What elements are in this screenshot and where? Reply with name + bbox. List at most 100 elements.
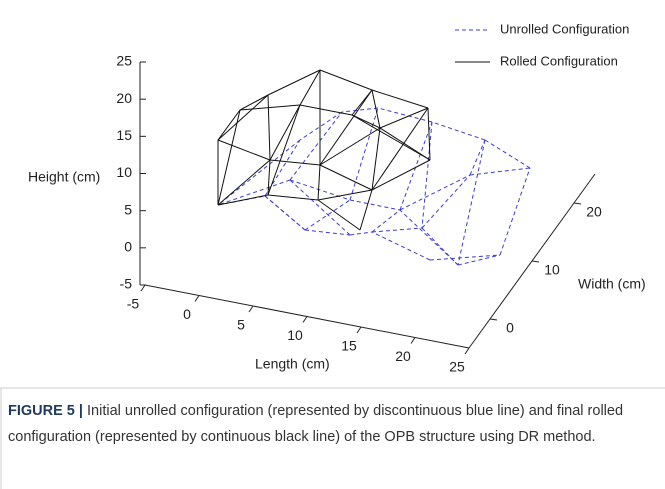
unrolled-member xyxy=(289,111,343,181)
rolled-member xyxy=(317,164,321,201)
x-tick xyxy=(194,295,200,302)
rolled-member xyxy=(371,89,381,129)
z-tick-label: 15 xyxy=(116,127,132,143)
y-tick-label: 20 xyxy=(586,204,602,220)
y-tick-label: 10 xyxy=(544,262,560,278)
unrolled-member xyxy=(469,167,531,176)
rolled-member xyxy=(217,139,271,161)
unrolled-member xyxy=(429,254,501,261)
unrolled-member xyxy=(371,209,401,233)
rolled-member xyxy=(239,104,301,111)
rolled-member xyxy=(319,164,373,191)
x-tick-label: -5 xyxy=(127,296,140,312)
rolled-member xyxy=(217,109,241,206)
unrolled-member xyxy=(469,139,486,176)
z-tick-label: 10 xyxy=(116,164,132,180)
unrolled-member xyxy=(349,199,401,211)
unrolled-member xyxy=(289,179,351,201)
z-axis-label: Height (cm) xyxy=(28,169,100,185)
x-tick-label: 15 xyxy=(341,338,357,354)
x-tick xyxy=(248,305,254,313)
rolled-member xyxy=(217,94,269,141)
unrolled-member xyxy=(304,229,351,236)
rolled-member xyxy=(217,109,241,141)
unrolled-wireframe xyxy=(217,107,531,266)
z-tick-label: -5 xyxy=(120,276,133,292)
x-tick-label: 5 xyxy=(237,317,245,333)
unrolled-member xyxy=(457,139,486,266)
rolled-member xyxy=(299,104,353,116)
x-tick xyxy=(410,337,416,344)
unrolled-member xyxy=(217,179,291,206)
rolled-member xyxy=(371,89,429,109)
y-tick xyxy=(489,318,498,321)
rolled-member xyxy=(371,127,381,191)
legend-label: Rolled Configuration xyxy=(500,53,618,68)
rolled-member xyxy=(217,159,271,206)
unrolled-member xyxy=(499,167,531,256)
unrolled-member xyxy=(289,179,351,236)
unrolled-member xyxy=(399,121,433,211)
x-tick xyxy=(140,284,146,292)
z-tick-label: 25 xyxy=(116,53,132,69)
rolled-member xyxy=(269,104,301,161)
rolled-member xyxy=(371,107,429,191)
z-tick-label: 0 xyxy=(124,239,132,255)
rolled-member xyxy=(427,107,431,161)
rolled-wireframe xyxy=(217,69,431,231)
caption: FIGURE 5 | Initial unrolled configuratio… xyxy=(8,398,658,450)
rolled-member xyxy=(351,114,431,161)
caption-text: Initial unrolled configuration (represen… xyxy=(8,403,624,445)
caption-label: FIGURE 5 | xyxy=(8,403,83,419)
unrolled-member xyxy=(341,107,379,113)
rolled-member xyxy=(217,194,269,206)
rolled-member xyxy=(269,159,321,166)
unrolled-member xyxy=(377,107,433,123)
unrolled-member xyxy=(217,139,301,206)
rolled-member xyxy=(267,159,271,196)
x-tick-label: 10 xyxy=(287,327,303,343)
rolled-member xyxy=(267,69,321,96)
rolled-member xyxy=(317,199,361,231)
z-tick-label: 20 xyxy=(116,90,132,106)
unrolled-member xyxy=(349,231,373,236)
rolled-member xyxy=(371,159,431,191)
unrolled-member xyxy=(421,121,433,229)
unrolled-member xyxy=(484,139,531,169)
unrolled-member xyxy=(299,111,343,141)
unrolled-member xyxy=(421,174,471,229)
unrolled-member xyxy=(304,199,351,231)
rolled-member xyxy=(359,189,373,231)
rolled-member xyxy=(299,69,321,106)
rolled-member xyxy=(319,89,373,166)
rolled-member xyxy=(267,194,319,201)
unrolled-member xyxy=(371,227,423,233)
x-tick-label: 25 xyxy=(449,359,465,375)
rolled-member xyxy=(239,94,269,111)
x-tick xyxy=(356,326,362,334)
rolled-member xyxy=(317,189,373,201)
legend-label: Unrolled Configuration xyxy=(500,21,629,36)
unrolled-member xyxy=(349,107,379,201)
x-tick-label: 20 xyxy=(395,348,411,364)
unrolled-member xyxy=(399,174,471,211)
unrolled-member xyxy=(457,254,501,266)
x-tick xyxy=(464,347,470,355)
rolled-member xyxy=(319,69,373,91)
rolled-member xyxy=(267,104,301,196)
unrolled-member xyxy=(431,121,486,141)
unrolled-member xyxy=(264,195,306,231)
rolled-member xyxy=(319,127,381,166)
unrolled-member xyxy=(399,209,459,266)
unrolled-member xyxy=(371,231,431,261)
rolled-member xyxy=(267,94,271,161)
y-tick xyxy=(531,260,540,263)
x-tick-label: 0 xyxy=(183,306,191,322)
y-axis-label: Width (cm) xyxy=(578,276,646,292)
rolled-member xyxy=(379,107,429,129)
x-axis-label: Length (cm) xyxy=(255,356,330,372)
x-tick xyxy=(302,316,308,323)
y-tick-label: 0 xyxy=(506,320,514,336)
